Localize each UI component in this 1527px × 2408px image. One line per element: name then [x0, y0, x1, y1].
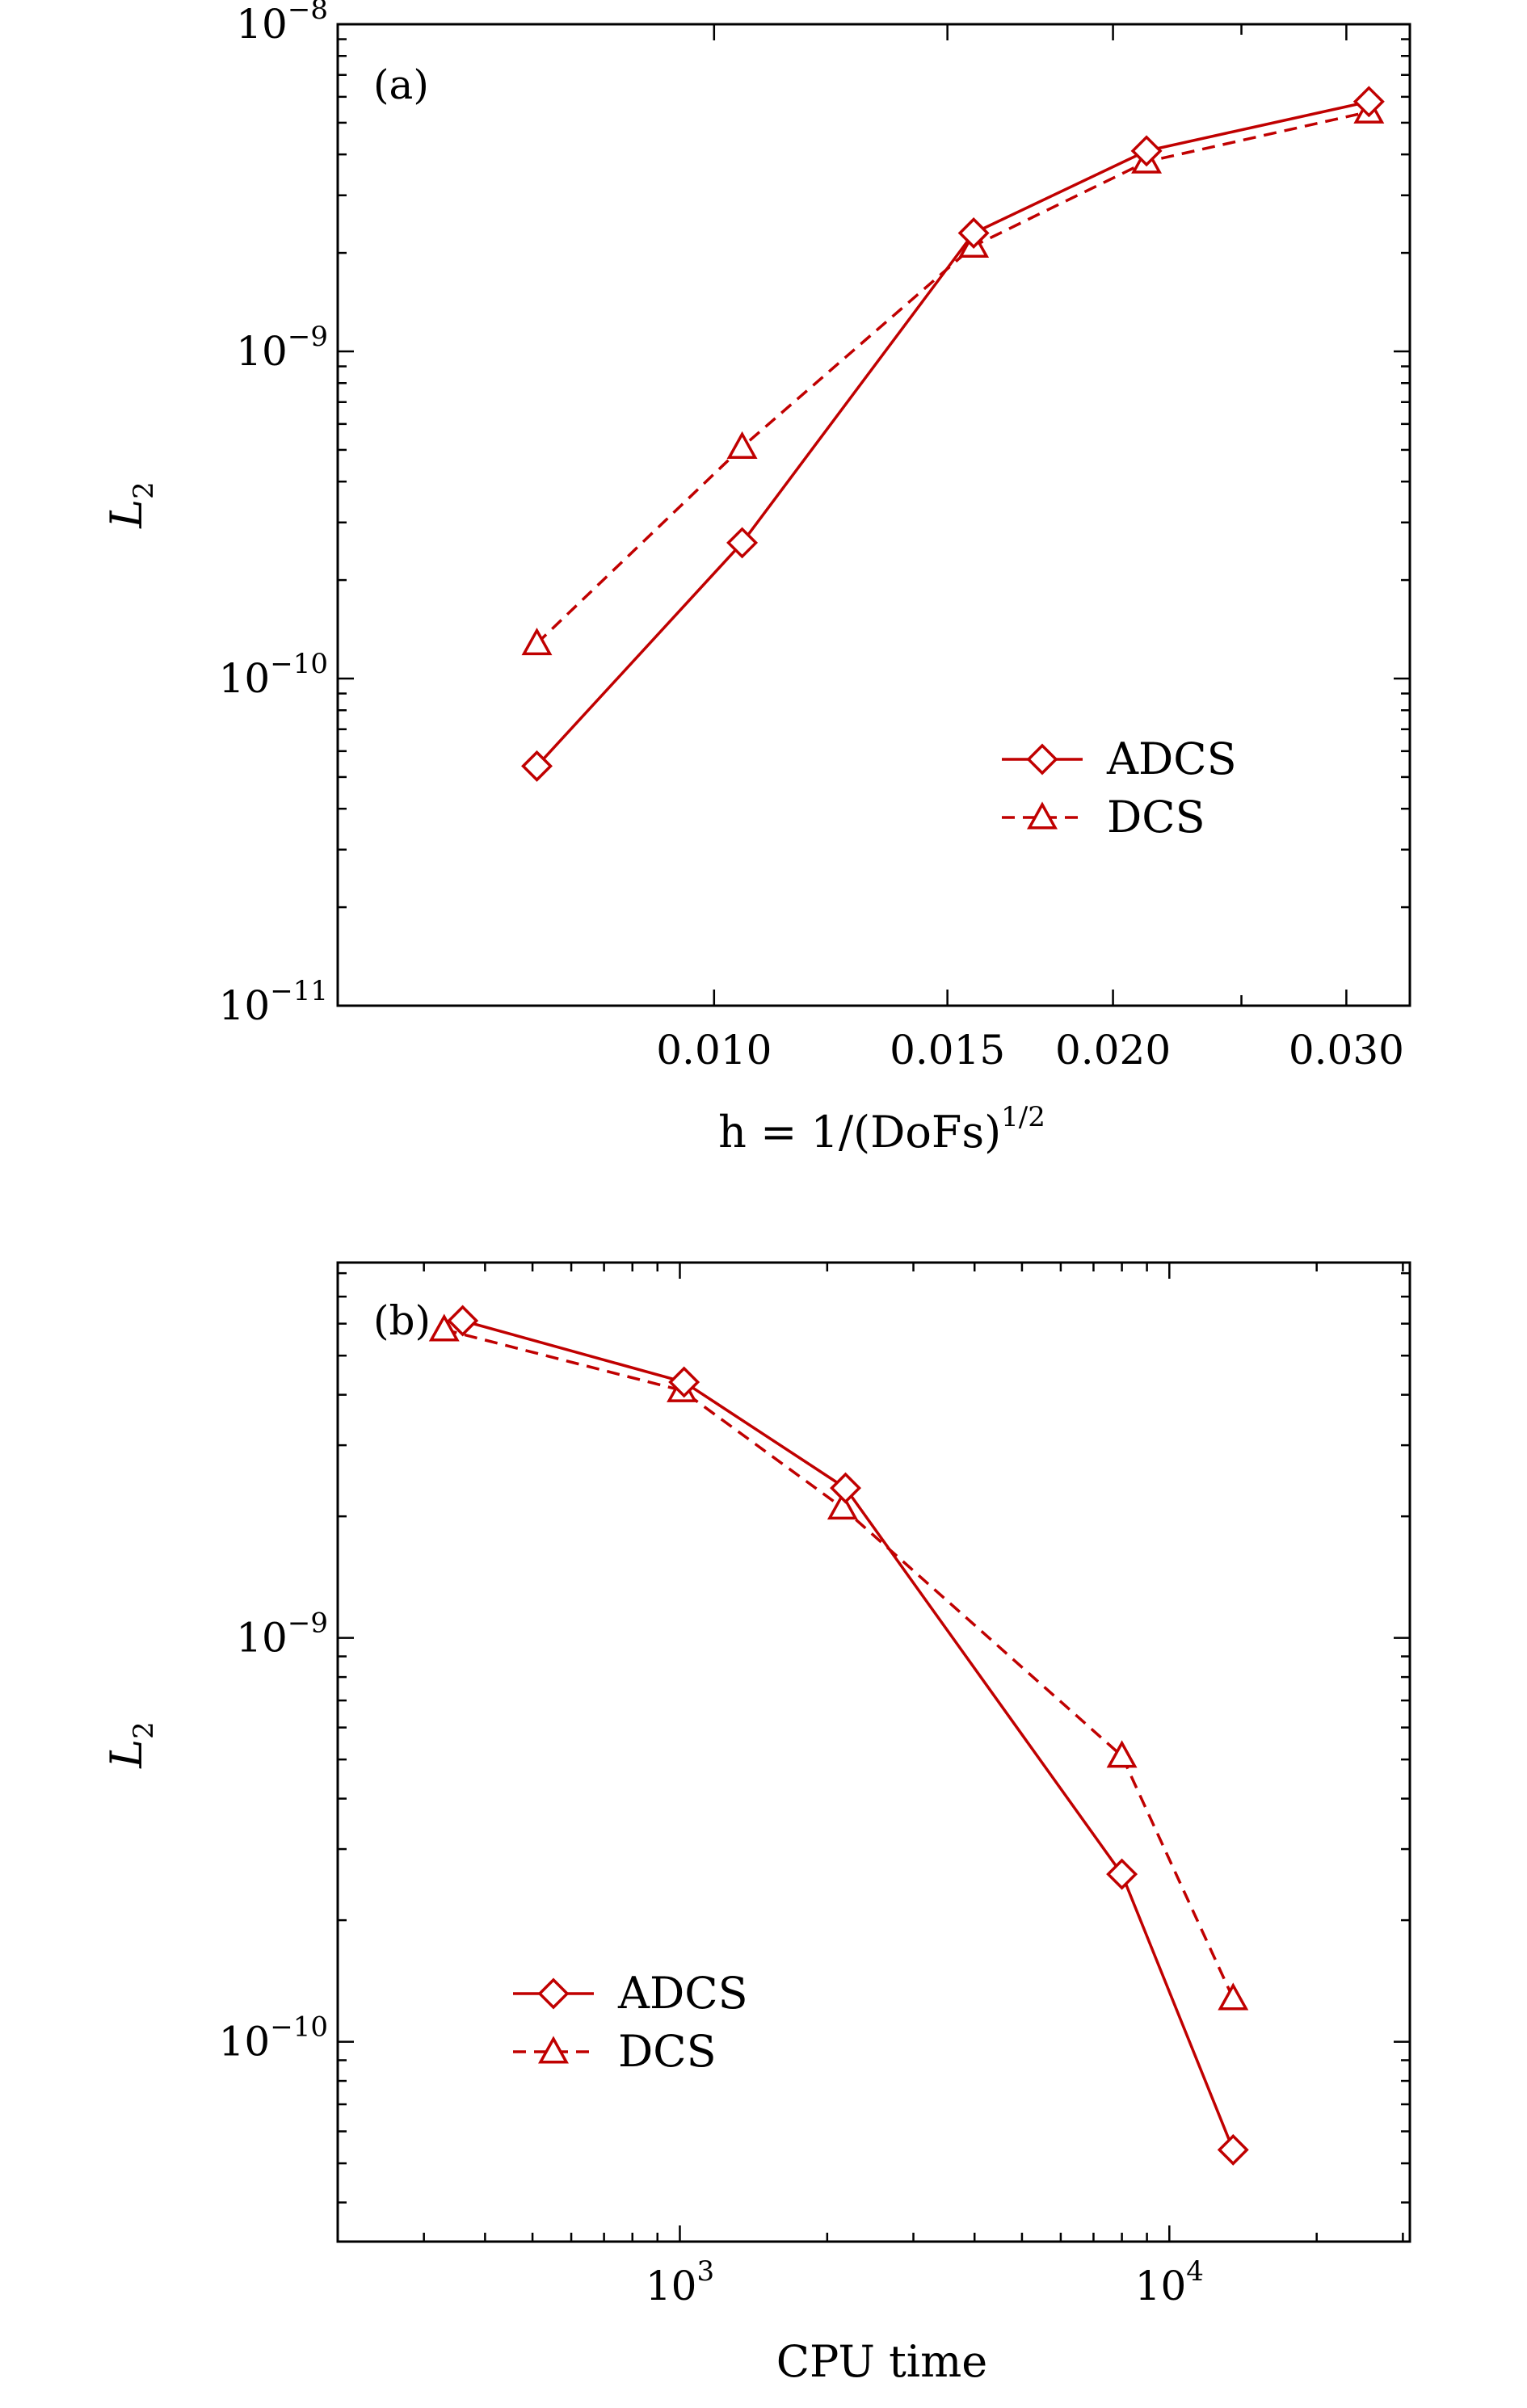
series-line-dcs — [444, 1328, 1235, 1999]
data-point-dcs — [726, 431, 758, 459]
legend: ADCS DCS — [1002, 733, 1237, 843]
legend: ADCS DCS — [513, 1968, 748, 2077]
y-tick-label: 10−11 — [219, 975, 328, 1029]
plot-frame — [336, 1261, 1411, 2243]
panel-label: (b) — [373, 1297, 431, 1344]
series-dcs — [521, 95, 1385, 656]
y-axis-title: L2 — [101, 1721, 160, 1769]
legend-marker-adcs — [1026, 743, 1058, 775]
y-tick-label: 10−9 — [236, 1607, 328, 1662]
data-point-dcs — [428, 1313, 460, 1342]
data-point-dcs — [827, 1491, 858, 1520]
y-axis-title: L2 — [101, 481, 160, 529]
y-axis-title-main: L — [101, 1739, 152, 1769]
legend-label-adcs: ADCS — [617, 1968, 748, 2019]
y-tick-label: 10−10 — [219, 2011, 328, 2066]
x-tick-base: 10 — [1135, 2263, 1187, 2309]
y-tick-label: 10−10 — [219, 648, 328, 702]
legend-marker-dcs — [1027, 801, 1058, 830]
x-axis-title: CPU time — [776, 2336, 988, 2387]
series-adcs — [521, 86, 1385, 782]
x-tick-label: 0.020 — [1055, 1027, 1171, 1074]
y-axis-title-subscript: 2 — [128, 1721, 160, 1739]
data-point-adcs — [1130, 135, 1163, 167]
y-tick-exponent: −9 — [288, 321, 328, 353]
data-point-adcs — [957, 217, 990, 249]
series-line-adcs — [536, 100, 1369, 767]
legend-marker-dcs — [538, 2036, 569, 2064]
data-point-dcs — [1218, 1982, 1249, 2011]
x-tick-label: 0.010 — [656, 1027, 772, 1074]
x-tick-label: 0.030 — [1289, 1027, 1404, 1074]
x-axis-title-main: CPU time — [776, 2336, 988, 2387]
data-point-adcs — [1217, 2133, 1249, 2166]
data-point-dcs — [521, 627, 553, 656]
x-axis-title: h = 1/(DoFs)1/2 — [718, 1101, 1045, 1158]
y-tick-base: 10 — [236, 328, 288, 375]
x-tick-label: 104 — [1135, 2255, 1204, 2309]
x-tick-base: 10 — [646, 2263, 697, 2309]
y-tick-label: 10−8 — [236, 0, 328, 48]
data-point-adcs — [668, 1366, 700, 1398]
y-axis-title-subscript: 2 — [128, 481, 160, 499]
legend-label-adcs: ADCS — [1106, 733, 1237, 784]
series-adcs — [447, 1305, 1249, 2166]
y-axis-title-main: L — [101, 499, 152, 529]
data-point-adcs — [1352, 86, 1385, 118]
series-line-adcs — [462, 1319, 1235, 2151]
data-point-adcs — [1106, 1858, 1138, 1890]
y-tick-exponent: −9 — [288, 1607, 328, 1640]
y-tick-base: 10 — [219, 982, 271, 1029]
data-point-adcs — [830, 1472, 861, 1504]
panel-label: (a) — [373, 61, 429, 108]
data-point-dcs — [1106, 1740, 1138, 1768]
x-axis-title-exponent: 1/2 — [1001, 1101, 1045, 1133]
x-tick-label: 103 — [646, 2255, 714, 2309]
plot-frame — [336, 23, 1411, 1007]
y-tick-exponent: −10 — [270, 2011, 328, 2044]
y-tick-base: 10 — [236, 1615, 288, 1662]
y-tick-exponent: −10 — [270, 648, 328, 680]
y-tick-base: 10 — [236, 1, 288, 48]
x-axis-title-main: h = 1/(DoFs) — [718, 1107, 1001, 1158]
x-tick-exponent: 3 — [696, 2255, 714, 2288]
data-point-adcs — [726, 527, 759, 559]
y-tick-label: 10−9 — [236, 321, 328, 375]
x-tick-exponent: 4 — [1186, 2255, 1204, 2288]
y-tick-base: 10 — [219, 2019, 271, 2066]
y-tick-base: 10 — [219, 655, 271, 702]
y-tick-exponent: −11 — [270, 975, 328, 1007]
x-tick-label: 0.015 — [890, 1027, 1005, 1074]
series-line-dcs — [536, 110, 1369, 645]
y-tick-exponent: −8 — [288, 0, 328, 26]
legend-marker-adcs — [537, 1977, 570, 2010]
legend-label-dcs: DCS — [618, 2026, 717, 2077]
data-point-adcs — [447, 1305, 479, 1337]
series-dcs — [428, 1313, 1249, 2011]
legend-label-dcs: DCS — [1107, 792, 1205, 843]
data-point-adcs — [521, 750, 553, 782]
